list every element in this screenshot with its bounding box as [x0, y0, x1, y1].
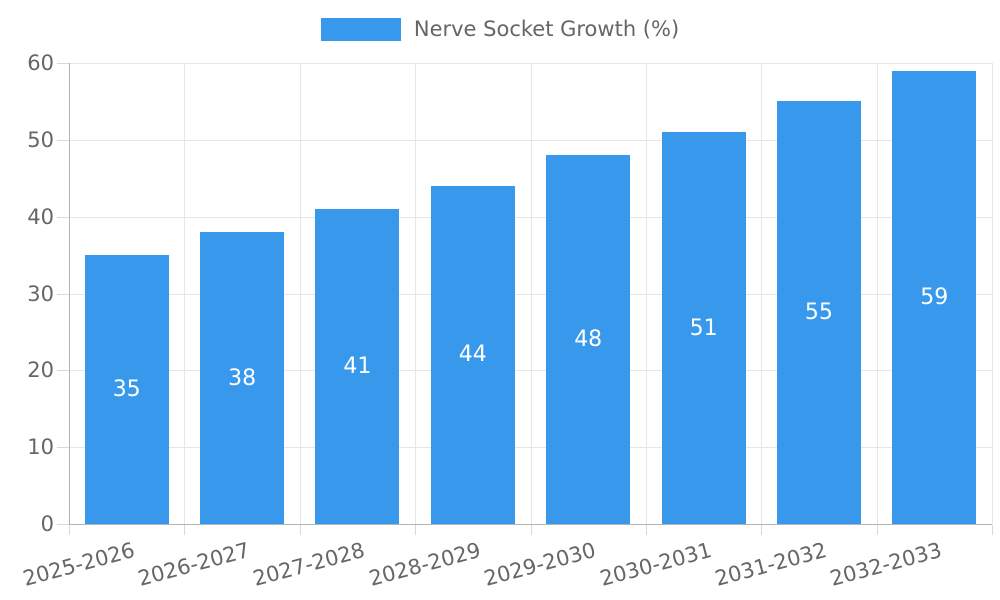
bar: 55 [776, 101, 861, 524]
bar: 38 [200, 232, 285, 524]
x-gridline [645, 63, 647, 524]
x-gridline [415, 63, 417, 524]
x-axis-line [69, 524, 992, 525]
y-axis-tick-label: 30 [27, 281, 54, 306]
bar-value-label: 44 [458, 342, 487, 368]
legend-label: Nerve Socket Growth (%) [413, 17, 680, 41]
x-tick-mark [992, 525, 993, 535]
y-tick-mark [57, 293, 69, 295]
legend-marker [320, 17, 401, 41]
bar: 59 [892, 70, 977, 524]
x-tick-mark [876, 525, 878, 535]
x-tick-mark [415, 525, 417, 535]
y-axis-tick-label: 0 [40, 512, 54, 536]
bar: 35 [84, 255, 169, 524]
x-tick-mark [645, 525, 647, 535]
y-axis-tick-label: 20 [27, 358, 54, 383]
bar: 41 [315, 209, 400, 524]
legend-item[interactable]: Nerve Socket Growth (%) [0, 17, 1000, 41]
bar-value-label: 48 [574, 327, 603, 353]
x-tick-mark [530, 525, 532, 535]
bar-value-label: 35 [112, 377, 141, 403]
y-axis-line [69, 63, 70, 524]
bar-value-label: 55 [804, 300, 833, 326]
x-gridline [184, 63, 186, 524]
x-gridline [876, 63, 878, 524]
x-gridline [761, 63, 763, 524]
x-tick-mark [69, 525, 70, 535]
bar-value-label: 41 [343, 354, 372, 379]
y-axis-tick-label: 50 [27, 127, 54, 152]
y-tick-mark [57, 447, 69, 449]
y-tick-mark [57, 63, 69, 64]
y-tick-mark [57, 524, 69, 525]
x-tick-mark [184, 525, 186, 535]
x-gridline [992, 63, 993, 524]
x-gridline [299, 63, 301, 524]
bar: 51 [661, 132, 746, 524]
x-tick-mark [761, 525, 763, 535]
y-tick-mark [57, 139, 69, 141]
y-tick-mark [57, 370, 69, 372]
y-tick-mark [57, 216, 69, 218]
bar-value-label: 59 [920, 284, 949, 310]
y-axis-tick-label: 40 [27, 204, 54, 229]
x-gridline [530, 63, 532, 524]
bar-value-label: 38 [228, 365, 257, 391]
bar: 48 [546, 155, 631, 524]
bar: 44 [430, 185, 515, 524]
bar-value-label: 51 [689, 315, 718, 341]
y-axis-tick-label: 60 [27, 51, 54, 75]
y-axis-tick-label: 10 [27, 435, 54, 460]
x-tick-mark [299, 525, 301, 535]
